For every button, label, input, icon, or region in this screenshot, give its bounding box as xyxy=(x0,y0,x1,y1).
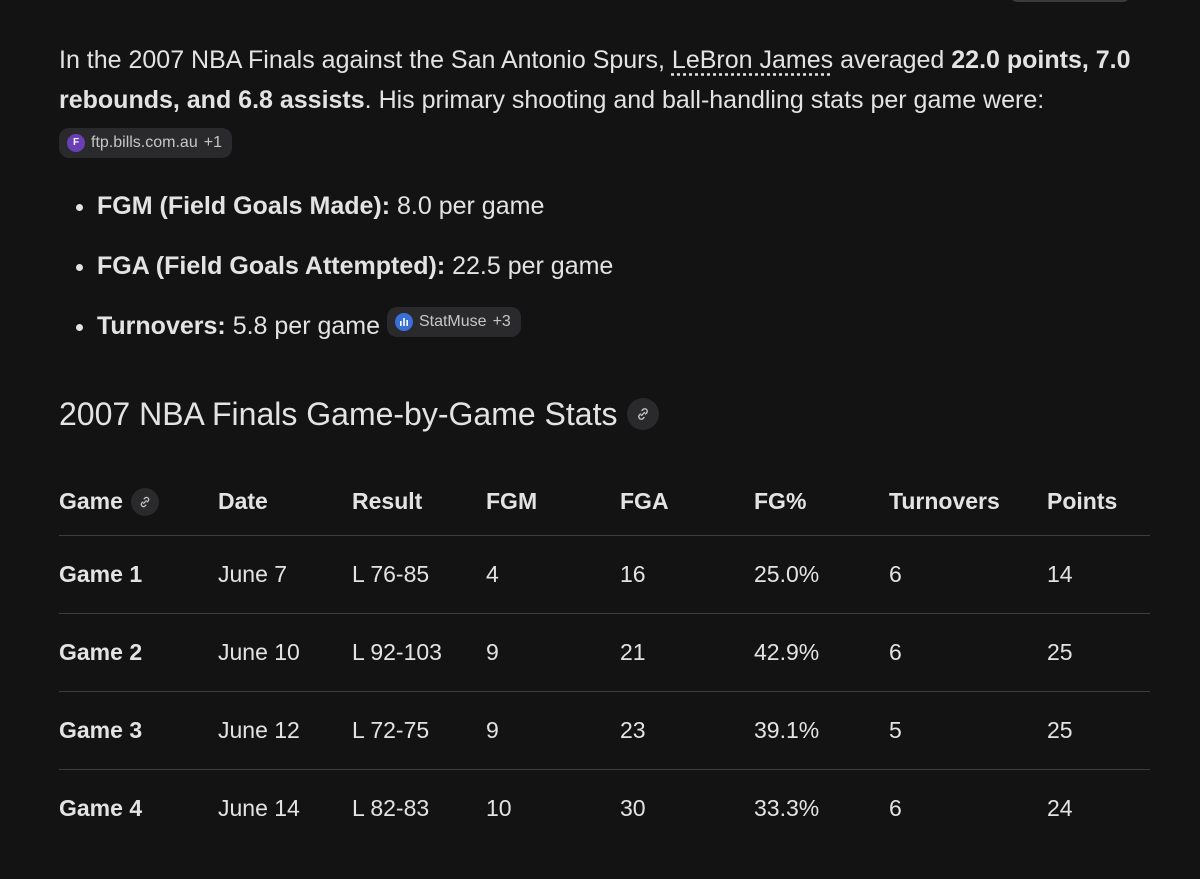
intro-paragraph: In the 2007 NBA Finals against the San A… xyxy=(59,40,1149,160)
partial-button xyxy=(1008,0,1132,2)
table-cell: 6 xyxy=(889,613,1047,692)
source-icon: F xyxy=(67,134,85,152)
table-cell: 24 xyxy=(1047,795,1073,821)
heading-text: 2007 NBA Finals Game-by-Game Stats xyxy=(59,396,618,432)
table-cell: 25.0% xyxy=(754,535,889,614)
bullet-label: FGM (Field Goals Made): xyxy=(97,192,391,220)
table-cell: 14 xyxy=(1047,535,1150,614)
header-text: Game xyxy=(59,488,123,514)
table-cell: L 76-85 xyxy=(352,535,486,614)
table-row: Game 3 June 12 L 72-75 9 23 39.1% 5 25 xyxy=(59,691,1150,770)
header-wrap: FGM xyxy=(486,488,537,515)
table-cell: 9 xyxy=(486,691,620,770)
bullet-label: Turnovers: xyxy=(97,312,226,340)
bullet-text: 22.5 per game xyxy=(452,252,614,280)
source-chip[interactable]: F ftp.bills.com.au +1 xyxy=(59,128,232,158)
header-text: FGA xyxy=(620,488,669,514)
column-header: Turnovers xyxy=(889,468,1047,536)
table-cell: 9 xyxy=(486,613,620,692)
header-text: Turnovers xyxy=(889,488,1000,514)
table-cell: L 92-103 xyxy=(352,613,486,692)
section-heading: 2007 NBA Finals Game-by-Game Stats xyxy=(59,392,660,436)
bullet-item: FGM (Field Goals Made): 8.0 per game xyxy=(97,186,613,226)
table-cell: June 12 xyxy=(218,691,352,770)
table-cell: 25 xyxy=(1047,691,1150,770)
table-cell: 25 xyxy=(1047,613,1150,692)
source-label: ftp.bills.com.au xyxy=(91,134,198,151)
header-text: FGM xyxy=(486,488,538,514)
source-more: +1 xyxy=(203,134,222,151)
header-row: Game Date Result FGM FGA FG% Turnovers Points xyxy=(59,468,1150,536)
bullet-list: FGM (Field Goals Made): 8.0 per game FGA … xyxy=(59,186,613,366)
link-button[interactable] xyxy=(627,398,660,430)
table-row: Game 4 June 14 L 82-83 10 30 33.3% 6 24 xyxy=(59,770,1150,848)
table-cell: L 72-75 xyxy=(352,691,486,770)
table-cell: L 82-83 xyxy=(352,795,430,821)
bullet-label: FGA (Field Goals Attempted): xyxy=(97,252,446,280)
column-header: FGA xyxy=(620,468,754,536)
bullet-item: FGA (Field Goals Attempted): 22.5 per ga… xyxy=(97,246,613,286)
column-header: FGM xyxy=(486,468,620,536)
text: averaged xyxy=(840,46,945,74)
column-header: Date xyxy=(218,468,352,536)
table-cell: June 14 xyxy=(218,795,300,821)
text: In the 2007 NBA Finals against the San A… xyxy=(59,46,665,74)
table-cell: 33.3% xyxy=(754,795,820,821)
link-icon xyxy=(140,496,150,507)
table-cell: 5 xyxy=(889,691,1047,770)
table-row: Game 2 June 10 L 92-103 9 21 42.9% 6 25 xyxy=(59,613,1150,692)
table-cell: 23 xyxy=(620,691,754,770)
header-text: Date xyxy=(218,488,268,514)
table-cell: 6 xyxy=(889,535,1047,614)
source-more: +3 xyxy=(492,313,511,330)
table-cell: 39.1% xyxy=(754,691,889,770)
link-icon xyxy=(638,408,649,420)
header-wrap: FGA xyxy=(620,488,669,515)
header-wrap: Date xyxy=(218,488,268,515)
column-header: Game xyxy=(59,468,218,536)
link-button[interactable] xyxy=(130,487,159,516)
table-cell: 10 xyxy=(486,795,512,821)
header-wrap: Game xyxy=(59,487,159,516)
bullet-text: 5.8 per game xyxy=(232,312,381,340)
bullet-text: 8.0 per game xyxy=(397,192,545,220)
table-cell: 21 xyxy=(620,613,754,692)
text: . His primary shooting and ball-handling… xyxy=(364,86,1045,114)
table-cell: 30 xyxy=(620,795,646,821)
table-cell: Game 2 xyxy=(59,613,218,692)
table-cell: Game 1 xyxy=(59,535,218,614)
source-chip[interactable]: StatMuse +3 xyxy=(386,307,521,337)
entity-link[interactable]: LeBron James xyxy=(671,46,834,74)
table-cell: 6 xyxy=(889,795,902,821)
header-text: Points xyxy=(1047,488,1118,514)
column-header: FG% xyxy=(754,468,889,536)
header-wrap: Result xyxy=(352,488,422,515)
table-cell: June 7 xyxy=(218,535,352,614)
header-wrap: Points xyxy=(1047,488,1117,515)
column-header: Points xyxy=(1047,468,1150,536)
table-cell: Game 3 xyxy=(59,691,218,770)
source-label: StatMuse xyxy=(418,313,487,330)
table-cell: 16 xyxy=(620,535,754,614)
table-cell: Game 4 xyxy=(59,795,143,821)
table-cell: 42.9% xyxy=(754,613,889,692)
header-text: FG% xyxy=(754,488,807,514)
column-header: Result xyxy=(352,468,486,536)
table-cell: June 10 xyxy=(218,613,352,692)
bold-text: 22.0 points, 7.0 rebounds, and 6.8 assis… xyxy=(59,46,1131,114)
bullet-item: Turnovers: 5.8 per game StatMuse +3 xyxy=(97,306,613,346)
header-wrap: Turnovers xyxy=(889,488,1000,515)
table-cell: 4 xyxy=(486,535,620,614)
header-wrap: FG% xyxy=(754,488,806,515)
source-icon xyxy=(394,313,413,331)
stats-table: Game Date Result FGM FGA FG% Turnovers Points G… xyxy=(59,468,1150,847)
header-text: Result xyxy=(352,488,423,514)
